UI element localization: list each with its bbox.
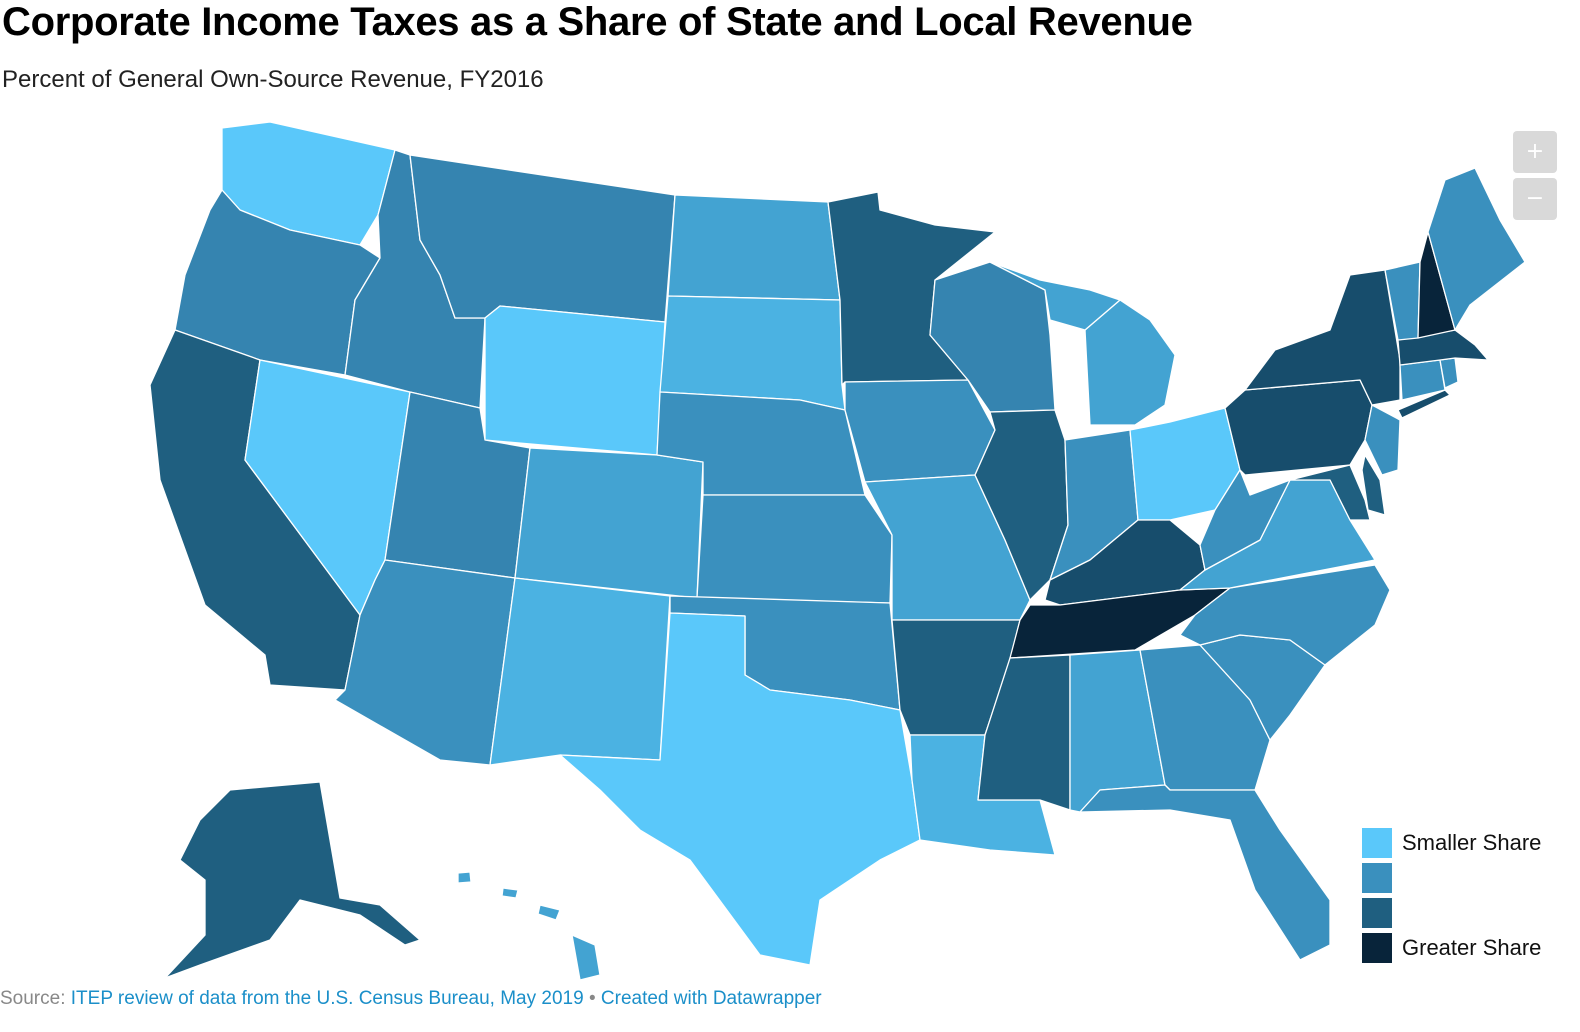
zoom-out-button[interactable]: − bbox=[1513, 178, 1557, 220]
state-south-dakota[interactable] bbox=[659, 295, 846, 411]
state-wyoming[interactable] bbox=[484, 305, 666, 456]
state-pennsylvania[interactable] bbox=[1224, 379, 1373, 476]
state-hawaii-kauai[interactable] bbox=[457, 871, 472, 884]
state-hawaii-oahu[interactable] bbox=[501, 887, 519, 899]
state-florida[interactable] bbox=[1079, 784, 1331, 961]
state-michigan[interactable] bbox=[1084, 299, 1176, 426]
legend-swatch bbox=[1362, 898, 1392, 928]
legend-label-smaller: Smaller Share bbox=[1402, 830, 1542, 855]
state-alaska[interactable] bbox=[164, 781, 421, 979]
state-kansas[interactable] bbox=[696, 494, 893, 604]
legend-label-greater: Greater Share bbox=[1402, 935, 1542, 960]
source-prefix: Source: bbox=[0, 988, 71, 1009]
state-new-jersey[interactable] bbox=[1364, 404, 1401, 476]
state-maryland[interactable] bbox=[1289, 464, 1371, 521]
state-iowa[interactable] bbox=[844, 379, 996, 483]
state-maine[interactable] bbox=[1427, 167, 1526, 331]
legend-swatch bbox=[1362, 863, 1392, 893]
state-michigan-up[interactable] bbox=[989, 261, 1121, 331]
page-title: Corporate Income Taxes as a Share of Sta… bbox=[2, 0, 1193, 44]
state-hawaii[interactable] bbox=[571, 934, 601, 981]
state-long-island[interactable] bbox=[1397, 389, 1451, 419]
source-link[interactable]: ITEP review of data from the U.S. Census… bbox=[70, 988, 584, 1009]
us-choropleth-map bbox=[149, 121, 1526, 981]
state-north-dakota[interactable] bbox=[667, 194, 841, 301]
state-illinois[interactable] bbox=[974, 409, 1069, 601]
source-note: Source: ITEP review of data from the U.S… bbox=[0, 988, 822, 1010]
legend-swatch bbox=[1362, 933, 1392, 963]
source-separator: • bbox=[583, 988, 601, 1009]
state-hawaii-maui[interactable] bbox=[537, 904, 561, 921]
state-new-mexico[interactable] bbox=[489, 577, 671, 766]
state-new-york[interactable] bbox=[1244, 269, 1401, 406]
state-colorado[interactable] bbox=[514, 447, 704, 599]
state-west-virginia[interactable] bbox=[1199, 469, 1291, 571]
state-montana[interactable] bbox=[409, 154, 676, 323]
state-delaware[interactable] bbox=[1361, 454, 1386, 516]
zoom-in-button[interactable]: + bbox=[1513, 131, 1557, 173]
page-subtitle: Percent of General Own-Source Revenue, F… bbox=[2, 66, 544, 93]
state-texas[interactable] bbox=[559, 612, 921, 966]
legend-swatch bbox=[1362, 828, 1392, 858]
state-north-carolina[interactable] bbox=[1179, 564, 1391, 666]
datawrapper-credit-link[interactable]: Created with Datawrapper bbox=[600, 988, 822, 1009]
state-massachusetts[interactable] bbox=[1397, 329, 1489, 366]
